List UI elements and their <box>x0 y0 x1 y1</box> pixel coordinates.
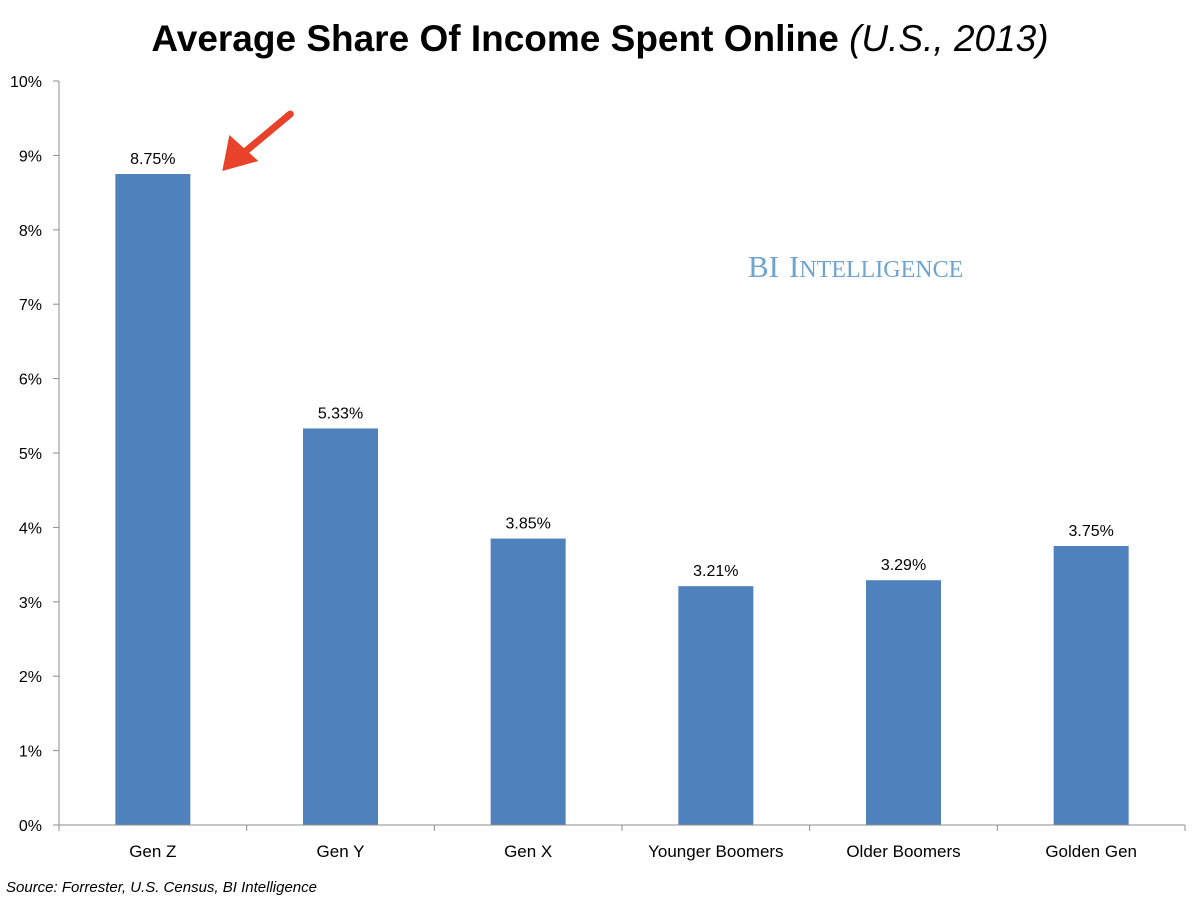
watermark-bi-intelligence: BI INTELLIGENCE <box>748 249 963 284</box>
data-label: 3.29% <box>881 557 926 574</box>
data-label: 3.85% <box>505 516 550 533</box>
category-label: Gen X <box>504 842 552 861</box>
watermark-word-rest: NTELLIGENCE <box>799 257 963 283</box>
annotation-layer <box>222 110 294 171</box>
bar <box>1053 546 1129 825</box>
axes-layer <box>53 80 1186 831</box>
bars-layer <box>115 174 1129 825</box>
category-label: Younger Boomers <box>648 842 783 861</box>
data-label: 3.21% <box>693 563 738 580</box>
bar <box>866 580 941 825</box>
y-tick-label: 5% <box>19 446 42 463</box>
y-tick-label: 6% <box>19 372 42 389</box>
highlight-arrow-head <box>222 135 259 171</box>
category-label: Gen Z <box>129 842 176 861</box>
data-label: 5.33% <box>318 405 363 422</box>
y-tick-label: 7% <box>19 297 42 314</box>
category-label: Gen Y <box>317 842 365 861</box>
watermark-word-first: I <box>789 249 799 284</box>
chart-title: Average Share Of Income Spent Online (U.… <box>0 18 1200 60</box>
source-note: Source: Forrester, U.S. Census, BI Intel… <box>6 879 317 896</box>
chart-title-main: Average Share Of Income Spent Online <box>151 18 839 59</box>
watermark-initials: BI <box>748 249 779 284</box>
labels-layer: 0% 1% 2% 3% 4% 5% 6% 7% 8% 9% 10% 8.75% Gen Z 5.33% Ge… <box>10 74 1137 861</box>
bar <box>115 174 191 825</box>
y-tick-label: 1% <box>19 744 42 761</box>
chart-title-suffix: (U.S., 2013) <box>849 18 1049 59</box>
y-tick-label: 9% <box>19 148 42 165</box>
data-label: 8.75% <box>130 151 175 168</box>
category-label: Older Boomers <box>846 842 960 861</box>
y-tick-label: 10% <box>10 74 42 91</box>
category-label: Golden Gen <box>1045 842 1137 861</box>
bar <box>678 586 754 825</box>
y-tick-label: 4% <box>19 520 42 537</box>
y-tick-label: 3% <box>19 595 42 612</box>
y-tick-label: 2% <box>19 669 42 686</box>
data-label: 3.75% <box>1068 523 1113 540</box>
highlight-arrow-shaft <box>238 110 294 158</box>
y-tick-label: 0% <box>19 818 42 835</box>
bar <box>303 428 378 825</box>
y-tick-label: 8% <box>19 223 42 240</box>
bar <box>490 538 566 825</box>
